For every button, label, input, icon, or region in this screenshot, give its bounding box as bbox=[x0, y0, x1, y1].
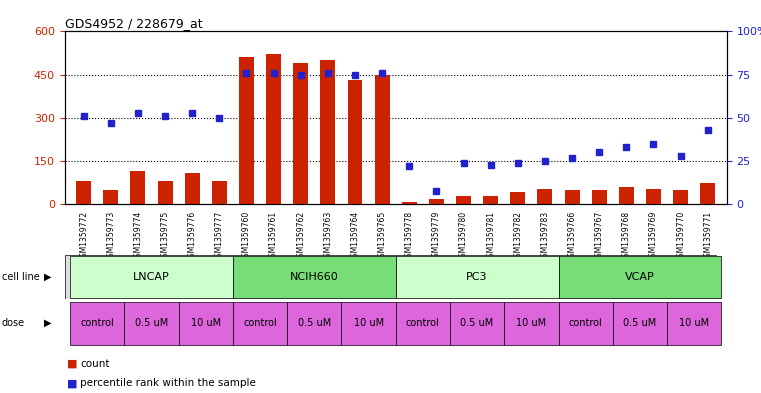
Text: count: count bbox=[80, 358, 110, 369]
Text: control: control bbox=[244, 318, 277, 328]
Text: percentile rank within the sample: percentile rank within the sample bbox=[80, 378, 256, 388]
Text: 0.5 uM: 0.5 uM bbox=[460, 318, 494, 328]
Bar bbox=[429, 199, 444, 204]
Bar bbox=[158, 181, 173, 204]
Bar bbox=[233, 256, 396, 298]
Bar bbox=[565, 190, 580, 204]
Text: 10 uM: 10 uM bbox=[516, 318, 546, 328]
Bar bbox=[402, 202, 417, 204]
Bar bbox=[537, 189, 552, 204]
Bar bbox=[239, 57, 254, 204]
Bar bbox=[287, 301, 342, 345]
Bar bbox=[613, 301, 667, 345]
Text: 0.5 uM: 0.5 uM bbox=[623, 318, 657, 328]
Bar bbox=[450, 301, 505, 345]
Bar bbox=[396, 256, 559, 298]
Bar bbox=[511, 192, 525, 204]
Bar bbox=[592, 190, 607, 204]
Bar bbox=[293, 63, 308, 204]
Bar bbox=[342, 301, 396, 345]
Bar bbox=[70, 256, 233, 298]
Text: 10 uM: 10 uM bbox=[679, 318, 709, 328]
Bar bbox=[320, 60, 336, 204]
Bar bbox=[559, 256, 721, 298]
Text: VCAP: VCAP bbox=[625, 272, 654, 282]
Text: ■: ■ bbox=[67, 378, 78, 388]
Text: control: control bbox=[406, 318, 440, 328]
Bar bbox=[233, 301, 287, 345]
Bar bbox=[76, 181, 91, 204]
Bar bbox=[505, 301, 559, 345]
Text: ▶: ▶ bbox=[44, 272, 52, 282]
Bar bbox=[619, 187, 634, 204]
Text: 10 uM: 10 uM bbox=[191, 318, 221, 328]
Bar bbox=[124, 301, 179, 345]
Text: cell line: cell line bbox=[2, 272, 40, 282]
Text: NCIH660: NCIH660 bbox=[290, 272, 339, 282]
Text: control: control bbox=[568, 318, 603, 328]
Text: 10 uM: 10 uM bbox=[354, 318, 384, 328]
Bar bbox=[266, 55, 281, 204]
Text: LNCAP: LNCAP bbox=[133, 272, 170, 282]
Bar bbox=[456, 196, 471, 204]
Bar bbox=[374, 75, 390, 204]
Bar bbox=[700, 183, 715, 204]
Bar bbox=[103, 190, 118, 204]
Text: dose: dose bbox=[2, 318, 24, 328]
Bar bbox=[483, 196, 498, 204]
Text: ▶: ▶ bbox=[44, 318, 52, 328]
Bar bbox=[70, 301, 124, 345]
Bar bbox=[673, 190, 688, 204]
Bar bbox=[396, 301, 450, 345]
Text: ■: ■ bbox=[67, 358, 78, 369]
Bar bbox=[646, 189, 661, 204]
Text: 0.5 uM: 0.5 uM bbox=[135, 318, 168, 328]
Bar bbox=[212, 181, 227, 204]
Bar bbox=[179, 301, 233, 345]
Bar bbox=[559, 301, 613, 345]
Bar bbox=[667, 301, 721, 345]
Text: GDS4952 / 228679_at: GDS4952 / 228679_at bbox=[65, 17, 202, 30]
Bar bbox=[348, 81, 362, 204]
Text: PC3: PC3 bbox=[466, 272, 488, 282]
Bar bbox=[185, 173, 199, 204]
Text: 0.5 uM: 0.5 uM bbox=[298, 318, 331, 328]
Bar bbox=[130, 171, 145, 204]
Text: control: control bbox=[81, 318, 114, 328]
